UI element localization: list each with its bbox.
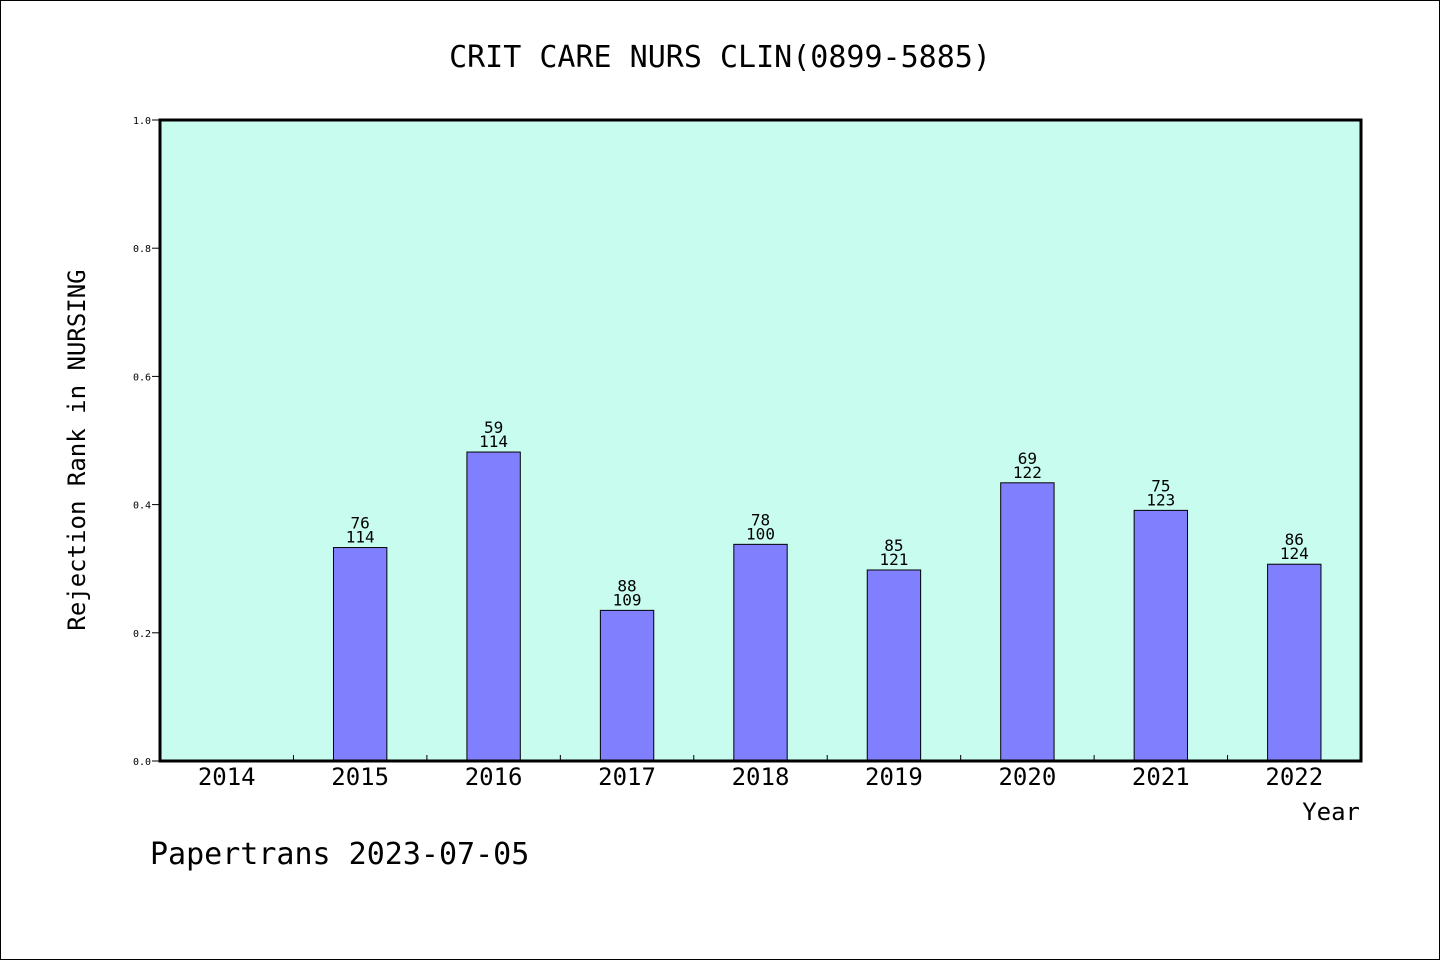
plot-border (158, 118, 1363, 763)
bar-rank-label: 88 (617, 576, 636, 595)
x-axis-label: Year (1302, 798, 1360, 826)
bar-2016 (466, 451, 521, 762)
x-tick-label: 2014 (198, 763, 256, 791)
x-tick-label: 2020 (998, 763, 1056, 791)
bar-rank-label: 59 (484, 418, 503, 437)
bar-rank-label: 85 (884, 536, 903, 555)
x-tick-label: 2015 (331, 763, 389, 791)
bar-total-label: 114 (346, 528, 375, 547)
bar-total-label: 124 (1280, 544, 1309, 563)
footer-source: Papertrans 2023-07-05 (150, 837, 529, 872)
x-axis: 2014 2015 2016 2017 2018 2019 2020 2021 2022 (198, 755, 1323, 791)
bar-total-label: 122 (1013, 463, 1042, 482)
y-tick-label: 0.4 (133, 501, 151, 512)
bar-total-label: 100 (746, 524, 775, 543)
bar-2019 (866, 569, 922, 762)
bar-total-label: 109 (613, 590, 642, 609)
y-tick-label: 0.6 (133, 372, 151, 383)
y-tick-label: 1.0 (133, 116, 151, 127)
bar-rank-label: 75 (1151, 476, 1170, 495)
bar-2018 (733, 543, 788, 762)
x-tick-label: 2018 (732, 763, 790, 791)
bar-2017 (599, 609, 655, 762)
bar-total-label: 114 (479, 432, 508, 451)
bars (332, 451, 1322, 762)
bar-2015 (332, 547, 388, 762)
y-tick-label: 0.2 (133, 629, 151, 640)
bar-2021 (1133, 509, 1189, 762)
x-tick-label: 2016 (465, 763, 523, 791)
y-tick-label: 0.8 (133, 244, 151, 255)
x-tick-label: 2019 (865, 763, 923, 791)
bar-rank-label: 78 (751, 510, 770, 529)
bar-2020 (1000, 482, 1055, 762)
y-axis-label: Rejection Rank in NURSING (63, 269, 91, 630)
x-tick-label: 2017 (598, 763, 656, 791)
bar-rank-label: 76 (351, 514, 370, 533)
bar-rank-label: 86 (1285, 530, 1304, 549)
x-tick-label: 2022 (1265, 763, 1323, 791)
y-tick-label: 0.0 (133, 757, 151, 768)
x-tick-label: 2021 (1132, 763, 1190, 791)
bar-2022 (1267, 563, 1322, 762)
bar-rank-label: 69 (1018, 449, 1037, 468)
bar-total-label: 121 (879, 550, 908, 569)
chart-title: CRIT CARE NURS CLIN(0899-5885) (449, 40, 991, 75)
y-axis: 0.0 0.2 0.4 0.6 0.8 1.0 (133, 116, 160, 768)
bar-total-label: 123 (1146, 490, 1175, 509)
